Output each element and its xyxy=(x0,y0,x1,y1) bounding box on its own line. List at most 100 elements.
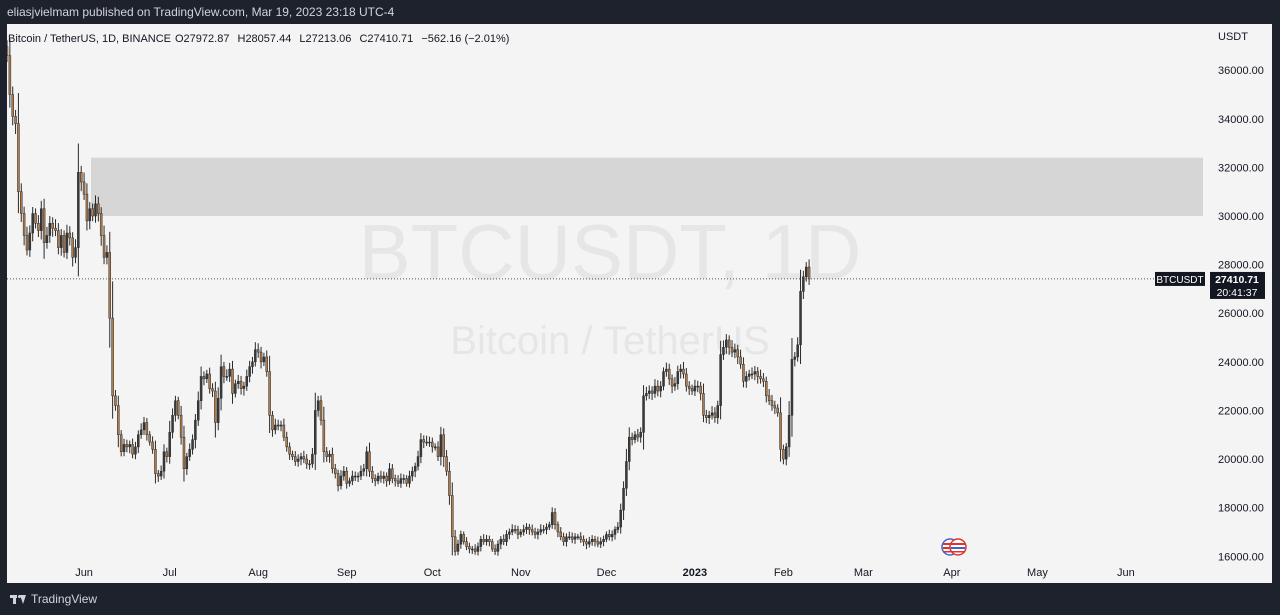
candle xyxy=(756,367,759,384)
candle xyxy=(602,535,605,547)
candle xyxy=(62,230,66,258)
candle xyxy=(139,423,143,439)
candle xyxy=(54,219,57,237)
x-tick-label: Mar xyxy=(854,567,873,579)
candle xyxy=(442,428,445,467)
candle xyxy=(202,371,206,386)
candle xyxy=(7,40,9,63)
candle xyxy=(596,536,600,548)
ohlc-high: H28057.44 xyxy=(238,33,292,45)
candle xyxy=(747,369,751,381)
y-tick-label: 32000.00 xyxy=(1218,162,1264,174)
candle xyxy=(225,369,229,381)
candle xyxy=(519,528,523,538)
candle xyxy=(105,245,109,265)
candle xyxy=(630,432,634,446)
candle xyxy=(288,442,291,460)
candle xyxy=(111,281,114,419)
candle xyxy=(422,435,425,449)
candle xyxy=(676,365,680,390)
x-tick-label: Sep xyxy=(337,567,357,579)
candle xyxy=(570,532,574,544)
candle xyxy=(182,425,186,482)
candle xyxy=(154,440,157,484)
price-tag: 27410.71 xyxy=(1215,274,1259,286)
candle xyxy=(482,534,485,545)
brand-name: TradingView xyxy=(31,592,98,606)
candle xyxy=(231,360,234,404)
x-tick-label: Jul xyxy=(163,567,177,579)
candle xyxy=(48,215,52,243)
candlestick-chart[interactable]: BTCUSDT, 1D Bitcoin / TetherUS USDT 16000.… xyxy=(7,24,1272,583)
candle xyxy=(585,538,588,550)
candle xyxy=(391,464,394,484)
tradingview-brand[interactable]: TradingView xyxy=(10,592,97,606)
candle xyxy=(690,384,694,395)
candle xyxy=(802,270,805,299)
ohlc-readout: O27972.87 H28057.44 L27213.06 C27410.71 … xyxy=(175,33,509,45)
ohlc-close: C27410.71 xyxy=(359,33,413,45)
candle xyxy=(605,531,608,543)
candle xyxy=(31,206,34,242)
candle xyxy=(382,471,386,484)
candle xyxy=(670,374,674,394)
candle xyxy=(473,544,477,555)
x-tick-label: Jun xyxy=(1117,567,1135,579)
candle xyxy=(137,430,140,454)
y-tick-label: 18000.00 xyxy=(1218,503,1264,515)
candle xyxy=(413,462,417,478)
candle xyxy=(667,363,671,385)
candle xyxy=(793,352,797,367)
candle xyxy=(705,409,708,424)
y-tick-label: 36000.00 xyxy=(1218,65,1264,77)
candle xyxy=(216,387,220,431)
candle xyxy=(25,226,29,256)
candle xyxy=(773,400,777,415)
candle xyxy=(528,523,531,535)
candle xyxy=(659,381,662,398)
candle xyxy=(765,376,768,403)
candle xyxy=(145,417,149,441)
candle xyxy=(702,383,705,423)
us-flag-event-icon[interactable] xyxy=(941,538,967,556)
candle xyxy=(325,447,328,462)
candle xyxy=(171,408,174,439)
candle xyxy=(456,539,460,556)
x-tick-label: Apr xyxy=(943,567,960,579)
candle xyxy=(285,431,288,452)
candle xyxy=(696,380,700,393)
candle xyxy=(376,472,380,485)
candle xyxy=(719,340,722,420)
candle xyxy=(128,440,131,454)
candle xyxy=(616,522,620,534)
y-axis-unit: USDT xyxy=(1218,31,1248,43)
candle xyxy=(316,395,320,417)
candle xyxy=(525,523,528,535)
candle xyxy=(356,472,360,482)
candle xyxy=(647,385,651,400)
candle xyxy=(345,467,348,489)
candle xyxy=(239,375,243,395)
candle xyxy=(745,371,748,388)
candle xyxy=(804,262,808,282)
candle xyxy=(548,521,551,531)
candle xyxy=(279,420,283,432)
candle xyxy=(151,436,154,454)
resistance-zone xyxy=(91,157,1203,217)
candle xyxy=(687,381,691,395)
candle xyxy=(599,537,602,548)
x-tick-label: Aug xyxy=(248,567,268,579)
symbol-line: Bitcoin / TetherUS, 1D, BINANCE xyxy=(8,33,171,45)
candle xyxy=(488,535,491,547)
candle xyxy=(365,446,368,477)
y-tick-label: 24000.00 xyxy=(1218,357,1264,369)
candle xyxy=(362,463,366,477)
candle xyxy=(645,386,648,401)
chart-area[interactable]: BTCUSDT, 1D Bitcoin / TetherUS USDT 16000.… xyxy=(7,24,1272,583)
x-tick-label: Feb xyxy=(774,567,793,579)
candle xyxy=(568,531,571,541)
candle xyxy=(256,343,260,358)
candle xyxy=(425,435,428,446)
candle xyxy=(562,532,565,546)
candle xyxy=(790,338,794,437)
